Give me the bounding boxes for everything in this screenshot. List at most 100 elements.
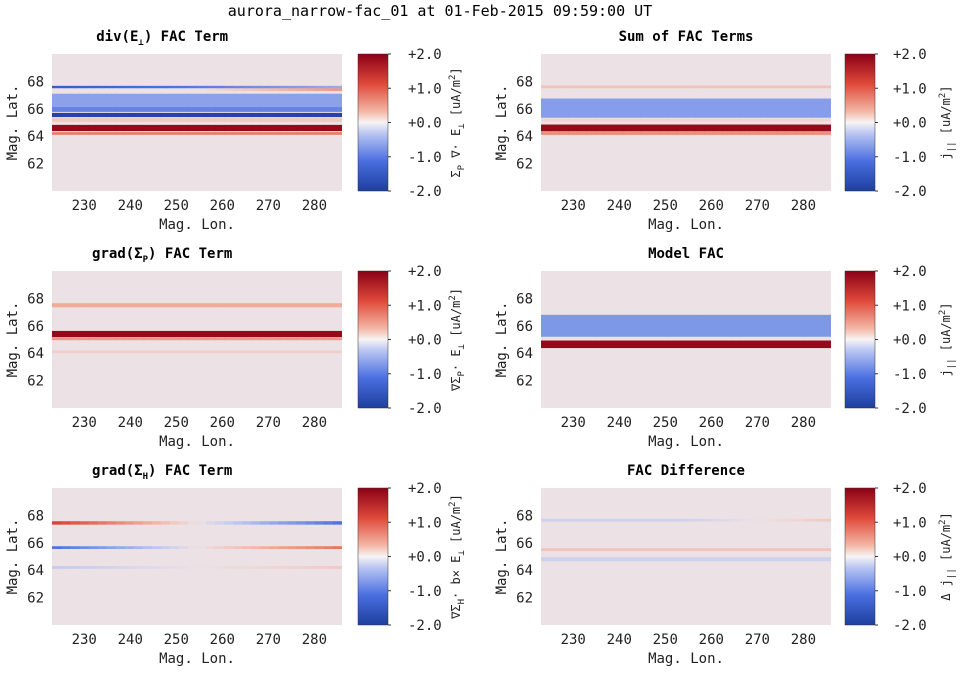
- band-segment: [224, 88, 234, 91]
- band-segment: [740, 557, 751, 562]
- band-segment: [106, 546, 117, 549]
- band-segment: [133, 112, 144, 118]
- band-segment: [197, 107, 207, 112]
- band-segment: [713, 314, 723, 337]
- band-segment: [305, 350, 316, 354]
- band-segment: [803, 124, 814, 132]
- band-segment: [197, 85, 207, 90]
- band-segment: [631, 98, 642, 118]
- band-segment: [785, 314, 796, 337]
- band-segment: [649, 340, 660, 349]
- band-segment: [151, 350, 162, 354]
- band-segment: [731, 557, 741, 562]
- band-segment: [541, 132, 551, 135]
- band-segment: [278, 303, 289, 308]
- band-segment: [640, 98, 651, 118]
- band-segment: [287, 112, 298, 118]
- band-segment: [70, 566, 80, 569]
- band-segment: [79, 566, 89, 569]
- band-segment: [649, 518, 660, 522]
- band-segment: [713, 98, 723, 118]
- band-segment: [70, 337, 80, 341]
- band-segment: [604, 557, 615, 562]
- band-segment: [658, 124, 669, 132]
- band-segment: [296, 107, 307, 112]
- band-segment: [794, 518, 805, 522]
- band-segment: [622, 340, 633, 349]
- band-segment: [287, 546, 298, 549]
- band-segment: [577, 340, 587, 349]
- band-segment: [332, 85, 342, 90]
- band-segment: [178, 337, 189, 341]
- band-segment: [224, 112, 234, 118]
- band-segment: [233, 88, 243, 91]
- x-tick-label: 270: [745, 415, 770, 431]
- band-segment: [767, 548, 778, 552]
- band-segment: [305, 88, 316, 91]
- panel-title: div(E⊥) FAC Term: [96, 29, 228, 48]
- band-segment: [197, 546, 207, 549]
- band-segment: [142, 112, 153, 118]
- band-segment: [70, 521, 80, 525]
- band-segment: [649, 98, 660, 118]
- band-segment: [260, 521, 271, 525]
- band-segment: [206, 303, 216, 308]
- band-segment: [251, 93, 262, 108]
- band-segment: [278, 350, 289, 354]
- band-segment: [305, 566, 316, 569]
- band-segment: [758, 132, 769, 135]
- band-segment: [323, 112, 334, 118]
- x-tick-label: 240: [607, 415, 632, 431]
- band-segment: [713, 340, 723, 349]
- colorbar-tick-label: +0.0: [408, 116, 442, 132]
- band-segment: [704, 548, 714, 552]
- band-segment: [233, 330, 243, 338]
- band-segment: [197, 132, 207, 135]
- x-tick-label: 260: [210, 415, 235, 431]
- band-segment: [187, 85, 198, 90]
- band-segment: [595, 548, 606, 552]
- band-segment: [160, 93, 171, 108]
- x-axis-label: Mag. Lon.: [648, 651, 724, 667]
- band-segment: [215, 107, 225, 112]
- band-segment: [577, 314, 587, 337]
- band-segment: [794, 548, 805, 552]
- band-segment: [323, 93, 334, 108]
- band-segment: [260, 546, 271, 549]
- band-segment: [115, 112, 126, 118]
- band-segment: [187, 124, 198, 132]
- band-segment: [124, 124, 135, 132]
- colorbar-label: j|| [uA/m2]: [938, 85, 957, 159]
- band-segment: [206, 124, 216, 132]
- band-segment: [695, 557, 705, 562]
- band-segment: [686, 548, 696, 552]
- band-segment: [79, 85, 89, 90]
- band-segment: [115, 337, 126, 341]
- band-segment: [169, 117, 180, 122]
- band-segment: [242, 521, 252, 525]
- band-segment: [260, 88, 271, 91]
- band-segment: [52, 303, 62, 308]
- band-segment: [142, 566, 153, 569]
- band-segment: [70, 93, 80, 108]
- band-segment: [767, 98, 778, 118]
- band-segment: [323, 566, 334, 569]
- band-segment: [169, 330, 180, 338]
- band-segment: [169, 124, 180, 132]
- band-segment: [251, 132, 262, 135]
- band-segment: [142, 546, 153, 549]
- band-segment: [61, 330, 71, 338]
- band-segment: [260, 85, 271, 90]
- band-segment: [332, 132, 342, 135]
- band-segment: [142, 330, 153, 338]
- band-segment: [559, 85, 569, 89]
- band-segment: [278, 93, 289, 108]
- band-segment: [269, 546, 280, 549]
- band-segment: [559, 548, 569, 552]
- band-segment: [115, 546, 126, 549]
- band-segment: [812, 340, 823, 349]
- band-segment: [785, 124, 796, 132]
- band-segment: [79, 88, 89, 91]
- band-segment: [794, 98, 805, 118]
- band-segment: [812, 85, 823, 89]
